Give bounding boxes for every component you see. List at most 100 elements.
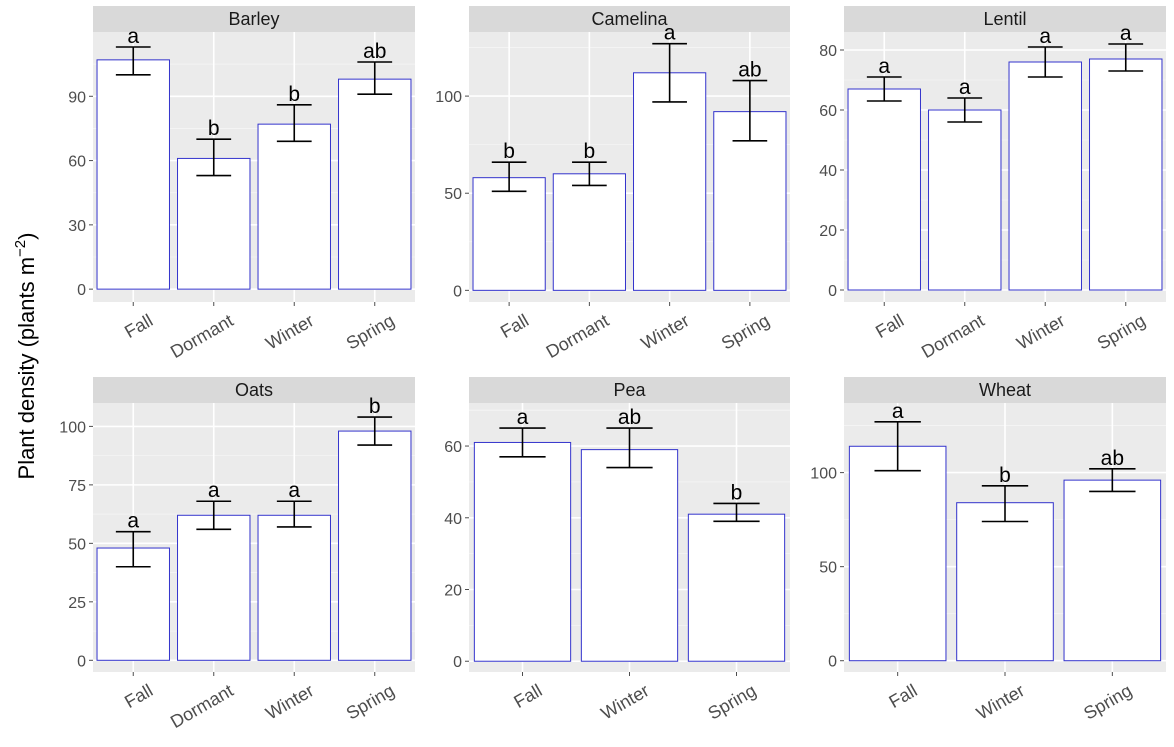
significance-letter: b (288, 83, 300, 106)
x-tick-label: Winter (1013, 310, 1068, 353)
bar-spring (1089, 58, 1163, 291)
facet-title: Wheat (979, 380, 1031, 400)
facet-strip (469, 377, 790, 403)
facet-strip (93, 377, 415, 403)
facet-title: Barley (228, 9, 279, 29)
y-tick-label: 0 (77, 653, 86, 670)
facet-title: Camelina (591, 9, 668, 29)
x-tick-label: Winter (597, 680, 652, 723)
bar-spring (687, 513, 786, 662)
x-tick-label: Fall (121, 680, 156, 712)
x-tick-label: Dormant (167, 310, 237, 362)
facet-oats: Oats 0 25 50 75 100 a Fall a Dormant a Winter b Sprin… (59, 377, 415, 732)
bar-winter (1008, 61, 1082, 291)
bar-fall (473, 441, 572, 662)
bar-spring (338, 430, 412, 661)
significance-letter: a (288, 479, 300, 502)
y-tick-label: 90 (68, 89, 86, 106)
significance-letter: ab (363, 40, 386, 63)
bar-dormant (177, 514, 251, 661)
x-tick-label: Fall (497, 310, 532, 342)
facet-strip (93, 6, 415, 32)
x-tick-label: Dormant (918, 310, 988, 362)
significance-letter: a (959, 76, 971, 99)
y-tick-label: 30 (68, 218, 86, 235)
significance-letter: b (584, 140, 596, 163)
y-tick-label: 0 (828, 654, 837, 671)
y-axis-label-close: ) (14, 233, 39, 240)
facet-lentil: Lentil 0 20 40 60 80 a Fall a Dormant a Winter a Spri… (819, 6, 1166, 362)
bar-spring (1063, 479, 1162, 662)
bar-fall (848, 445, 947, 662)
bar-winter (580, 449, 679, 662)
facet-strip (844, 377, 1166, 403)
significance-letter: a (517, 406, 529, 429)
facet-strip (469, 6, 790, 32)
significance-letter: a (664, 22, 676, 45)
x-tick-label: Winter (973, 680, 1028, 723)
significance-letter: a (1120, 22, 1132, 45)
significance-letter: a (127, 25, 139, 48)
x-tick-label: Spring (343, 310, 398, 353)
facet-strip (844, 6, 1166, 32)
bar-spring (338, 78, 412, 290)
bar-fall (472, 177, 546, 291)
significance-letter: ab (738, 59, 761, 82)
y-tick-label: 40 (444, 511, 462, 528)
facet-panels: Barley0306090aFallbDormantbWinterabSprin… (59, 6, 1166, 732)
x-tick-label: Dormant (543, 310, 613, 362)
y-tick-label: 20 (819, 223, 837, 240)
y-tick-label: 0 (453, 654, 462, 671)
x-tick-label: Spring (343, 680, 398, 723)
x-tick-label: Fall (872, 310, 907, 342)
y-tick-label: 0 (828, 283, 837, 300)
y-tick-label: 50 (444, 186, 462, 203)
facet-camelina: Camelina 0 50 100 b Fall b Dormant a Winter ab Spri… (435, 6, 790, 362)
significance-letter: ab (618, 406, 641, 429)
x-tick-label: Spring (704, 680, 759, 723)
significance-letter: a (1039, 25, 1051, 48)
x-tick-label: Spring (1094, 310, 1149, 353)
bar-winter (633, 72, 707, 291)
x-tick-label: Fall (121, 310, 156, 342)
y-tick-label: 100 (59, 419, 86, 436)
y-tick-label: 50 (68, 536, 86, 553)
y-tick-label: 60 (68, 154, 86, 171)
y-axis-label-superscript: −2 (12, 240, 29, 257)
x-tick-label: Winter (262, 680, 317, 723)
significance-letter: a (878, 55, 890, 78)
y-tick-label: 100 (810, 466, 837, 483)
significance-letter: b (208, 117, 220, 140)
x-tick-label: Fall (510, 680, 545, 712)
x-tick-label: Winter (262, 310, 317, 353)
x-tick-label: Fall (886, 680, 921, 712)
y-tick-label: 60 (819, 103, 837, 120)
significance-letter: a (892, 400, 904, 423)
bar-dormant (552, 173, 626, 291)
bar-fall (847, 88, 921, 291)
y-axis-label-text: Plant density (plants m (14, 257, 39, 480)
bar-winter (956, 502, 1054, 662)
facet-title: Oats (235, 380, 273, 400)
facet-pea: Pea 0 20 40 60 a Fall ab Winter b Spring (444, 377, 790, 724)
y-tick-label: 25 (68, 595, 86, 612)
significance-letter: a (208, 479, 220, 502)
x-tick-label: Winter (638, 310, 693, 353)
y-tick-label: 0 (453, 283, 462, 300)
facet-barley: Barley 0 30 60 90 a Fall b Dormant b Winter ab Sprin… (68, 6, 415, 362)
significance-letter: b (731, 481, 743, 504)
significance-letter: b (369, 395, 381, 418)
bar-dormant (928, 109, 1002, 291)
significance-letter: b (503, 140, 515, 163)
y-tick-label: 100 (435, 89, 462, 106)
bar-winter (257, 123, 331, 290)
x-tick-label: Spring (718, 310, 773, 353)
bar-winter (257, 514, 331, 661)
facet-title: Lentil (983, 9, 1026, 29)
y-tick-label: 50 (819, 560, 837, 577)
facet-wheat: Wheat 0 50 100 a Fall b Winter ab Spring (810, 377, 1166, 724)
facet-title: Pea (613, 380, 646, 400)
y-tick-label: 0 (77, 282, 86, 299)
significance-letter: ab (1101, 447, 1124, 470)
